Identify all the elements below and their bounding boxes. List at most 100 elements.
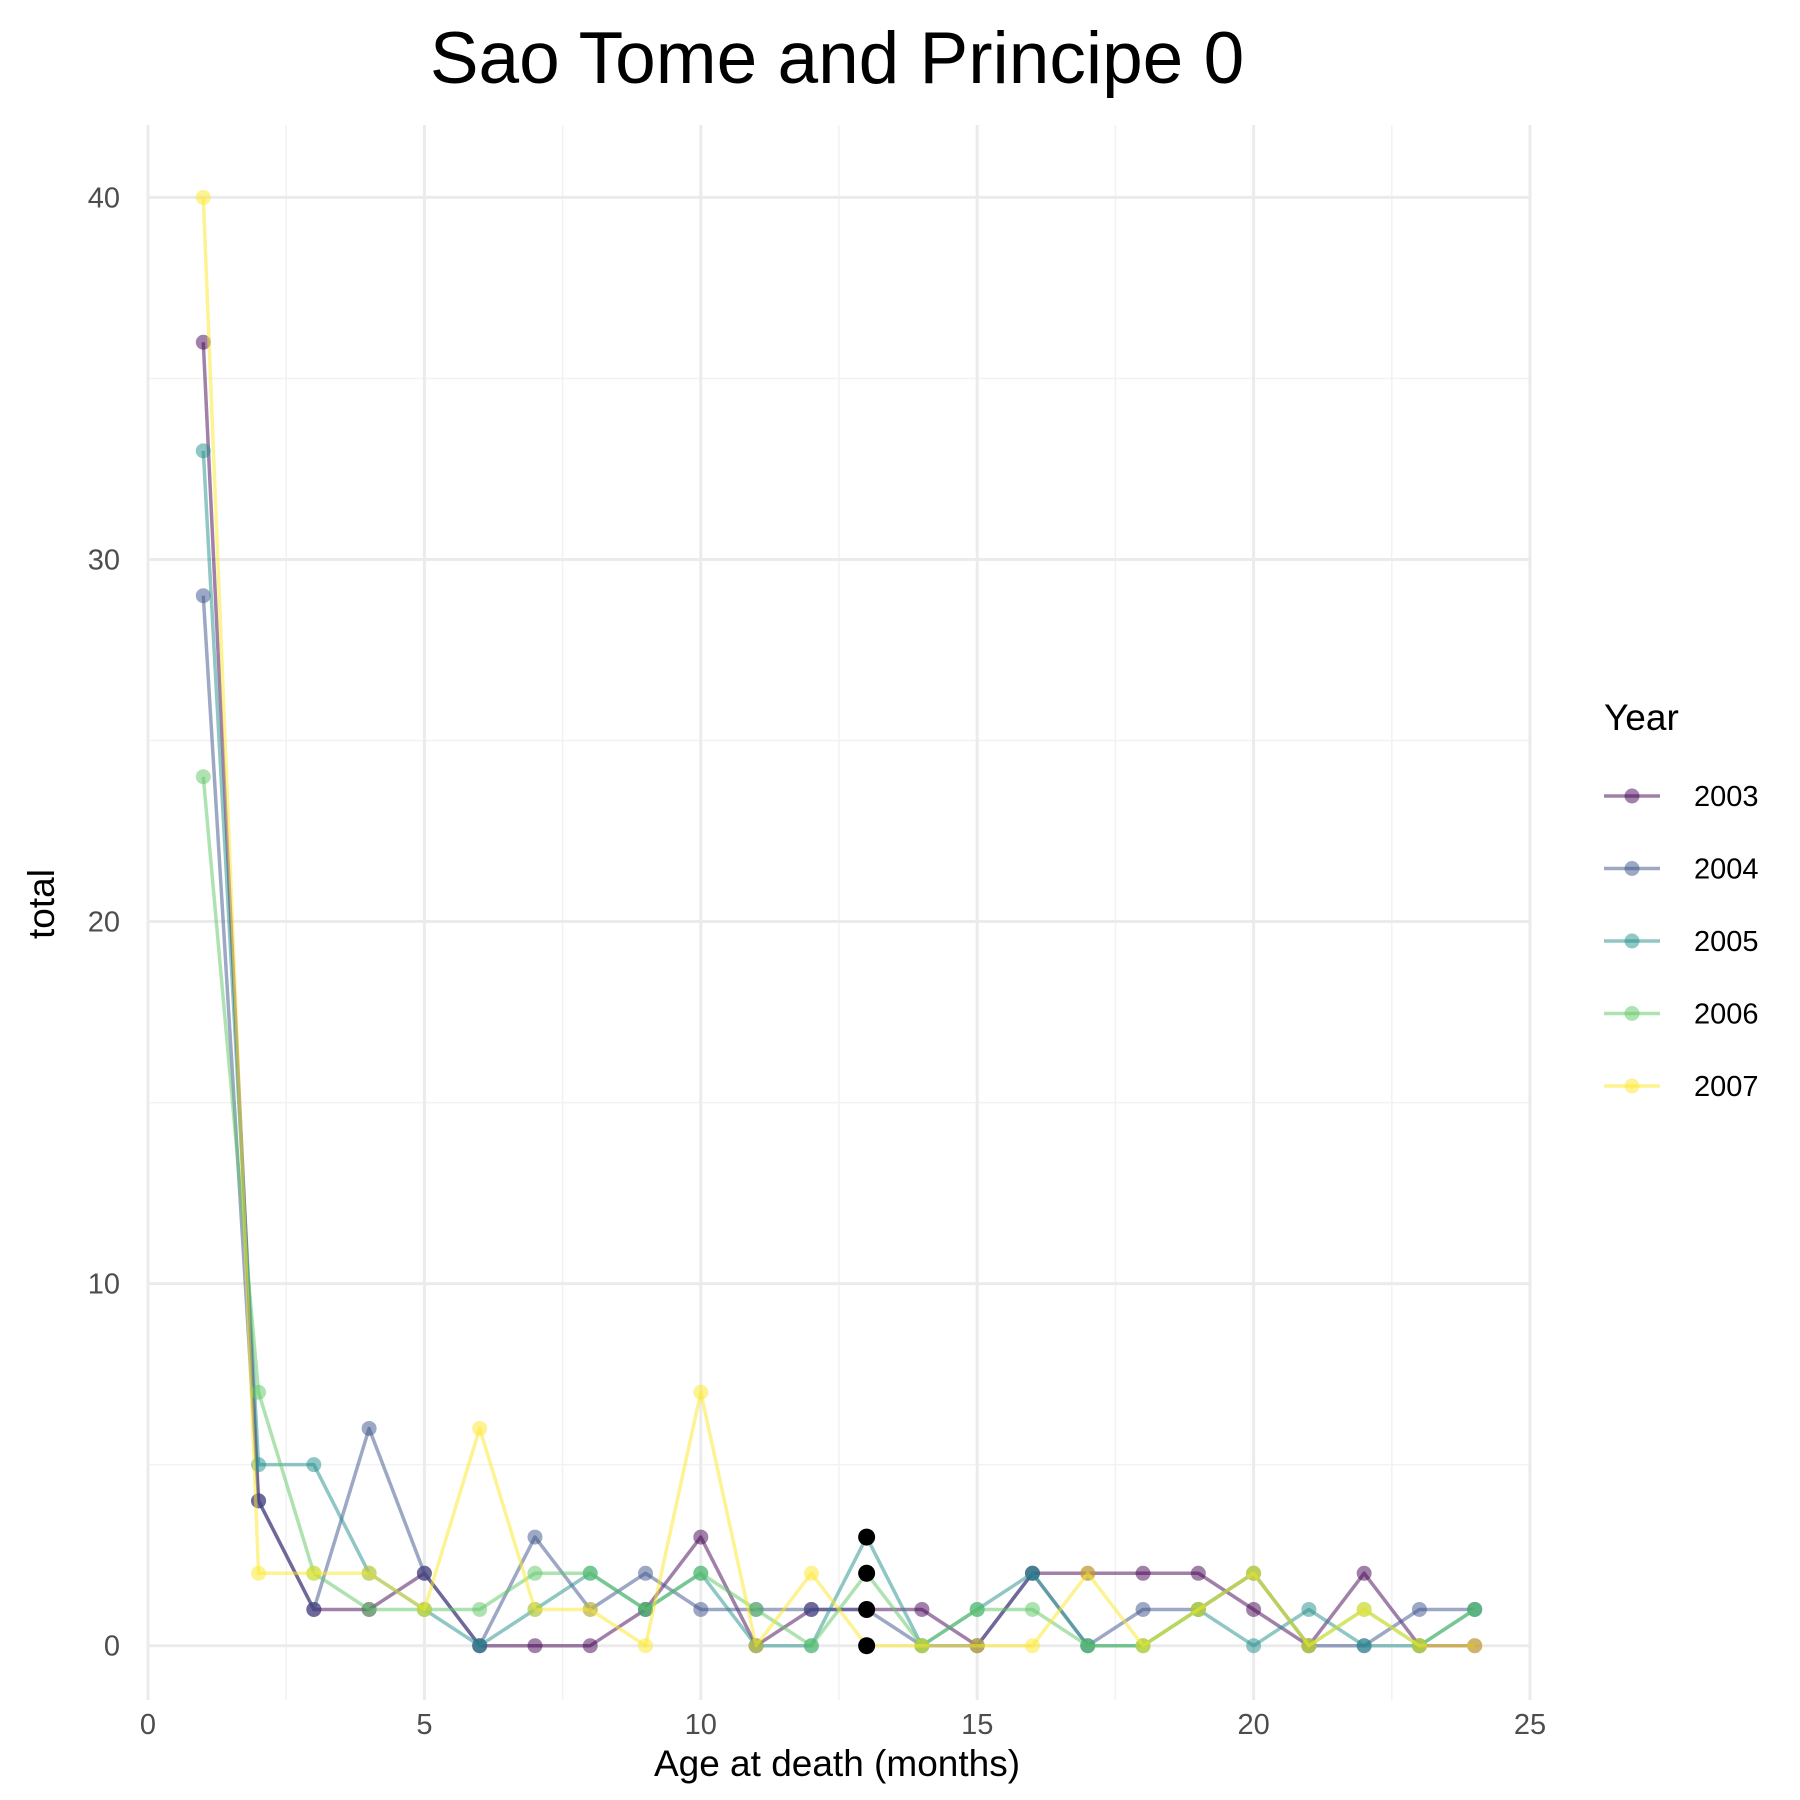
data-point [638, 1565, 654, 1581]
legend-item-2004: 2004 [1604, 854, 1759, 886]
x-tick-label: 5 [416, 1709, 432, 1741]
legend-key-point [1624, 861, 1640, 876]
data-point [1411, 1638, 1427, 1654]
data-point [251, 1565, 267, 1581]
data-point [1356, 1601, 1372, 1617]
data-point [527, 1638, 543, 1654]
legend: Year 2003 2004 2005 2006 2007 [1604, 697, 1759, 1103]
legend-title: Year [1604, 697, 1679, 738]
data-point [527, 1565, 543, 1581]
data-point [361, 1420, 377, 1436]
data-point [361, 1601, 377, 1617]
data-point [1301, 1601, 1317, 1617]
x-tick-label: 15 [961, 1709, 993, 1741]
data-point [748, 1601, 764, 1617]
highlight-point [858, 1528, 876, 1546]
legend-key-point [1624, 1006, 1640, 1021]
data-point [1080, 1565, 1096, 1581]
data-point [1411, 1601, 1427, 1617]
data-point [638, 1638, 654, 1654]
data-point [527, 1601, 543, 1617]
data-point [638, 1601, 654, 1617]
data-point [251, 1493, 267, 1509]
y-tick-label: 10 [88, 1269, 120, 1301]
data-point [803, 1601, 819, 1617]
data-point [195, 769, 211, 785]
series-2007 [195, 189, 1483, 1654]
legend-label: 2005 [1694, 926, 1759, 958]
data-point [914, 1601, 930, 1617]
y-tick-label: 30 [88, 544, 120, 576]
x-tick-label: 20 [1237, 1709, 1269, 1741]
data-point [914, 1638, 930, 1654]
y-tick-label: 40 [88, 182, 120, 214]
y-tick-label: 20 [88, 907, 120, 939]
legend-label: 2004 [1694, 854, 1759, 886]
highlight-point [858, 1600, 876, 1618]
data-point [195, 334, 211, 350]
data-point [1024, 1565, 1040, 1581]
data-point [472, 1638, 488, 1654]
legend-key-point [1624, 788, 1640, 804]
grid [146, 125, 1532, 1700]
legend-key-point [1624, 933, 1640, 949]
highlight-layer [858, 1528, 876, 1655]
x-tick-label: 0 [140, 1709, 156, 1741]
data-point [1135, 1638, 1151, 1654]
data-point [693, 1565, 709, 1581]
legend-label: 2006 [1694, 999, 1759, 1031]
legend-item-2007: 2007 [1604, 1071, 1759, 1103]
data-point [1246, 1601, 1262, 1617]
data-point [472, 1601, 488, 1617]
series-layer [195, 189, 1483, 1654]
y-axis-title: total [21, 869, 62, 939]
data-point [1356, 1638, 1372, 1654]
data-point [472, 1420, 488, 1436]
data-point [1246, 1638, 1262, 1654]
legend-key-point [1624, 1078, 1640, 1094]
data-point [195, 588, 211, 604]
data-point [416, 1565, 432, 1581]
data-point [251, 1384, 267, 1400]
x-tick-label: 10 [685, 1709, 717, 1741]
data-point [306, 1601, 322, 1617]
data-point [1467, 1601, 1483, 1617]
legend-label: 2003 [1694, 781, 1759, 813]
data-point [693, 1384, 709, 1400]
data-point [969, 1638, 985, 1654]
data-point [803, 1565, 819, 1581]
legend-label: 2007 [1694, 1071, 1759, 1103]
data-point [969, 1601, 985, 1617]
data-point [306, 1565, 322, 1581]
legend-item-2006: 2006 [1604, 999, 1759, 1031]
data-point [693, 1529, 709, 1545]
x-axis-ticks: 0 5 10 15 20 25 [140, 1709, 1546, 1741]
y-tick-label: 0 [104, 1631, 120, 1663]
legend-item-2005: 2005 [1604, 926, 1759, 958]
data-point [195, 189, 211, 205]
data-point [693, 1601, 709, 1617]
highlight-point [858, 1637, 876, 1655]
y-axis-ticks: 0 10 20 30 40 [88, 182, 120, 1662]
data-point [1024, 1601, 1040, 1617]
x-axis-title: Age at death (months) [654, 1743, 1020, 1784]
data-point [803, 1638, 819, 1654]
data-point [1246, 1565, 1262, 1581]
series-line [201, 197, 1475, 1648]
data-point [1135, 1601, 1151, 1617]
data-point [582, 1565, 598, 1581]
data-point [582, 1601, 598, 1617]
data-point [748, 1638, 764, 1654]
chart-title: Sao Tome and Principe 0 [430, 18, 1244, 99]
data-point [1356, 1565, 1372, 1581]
x-tick-label: 25 [1514, 1709, 1546, 1741]
data-point [195, 443, 211, 459]
data-point [527, 1529, 543, 1545]
data-point [1190, 1601, 1206, 1617]
data-point [1080, 1638, 1096, 1654]
data-point [306, 1457, 322, 1473]
data-point [582, 1638, 598, 1654]
data-point [1301, 1638, 1317, 1654]
data-point [416, 1601, 432, 1617]
